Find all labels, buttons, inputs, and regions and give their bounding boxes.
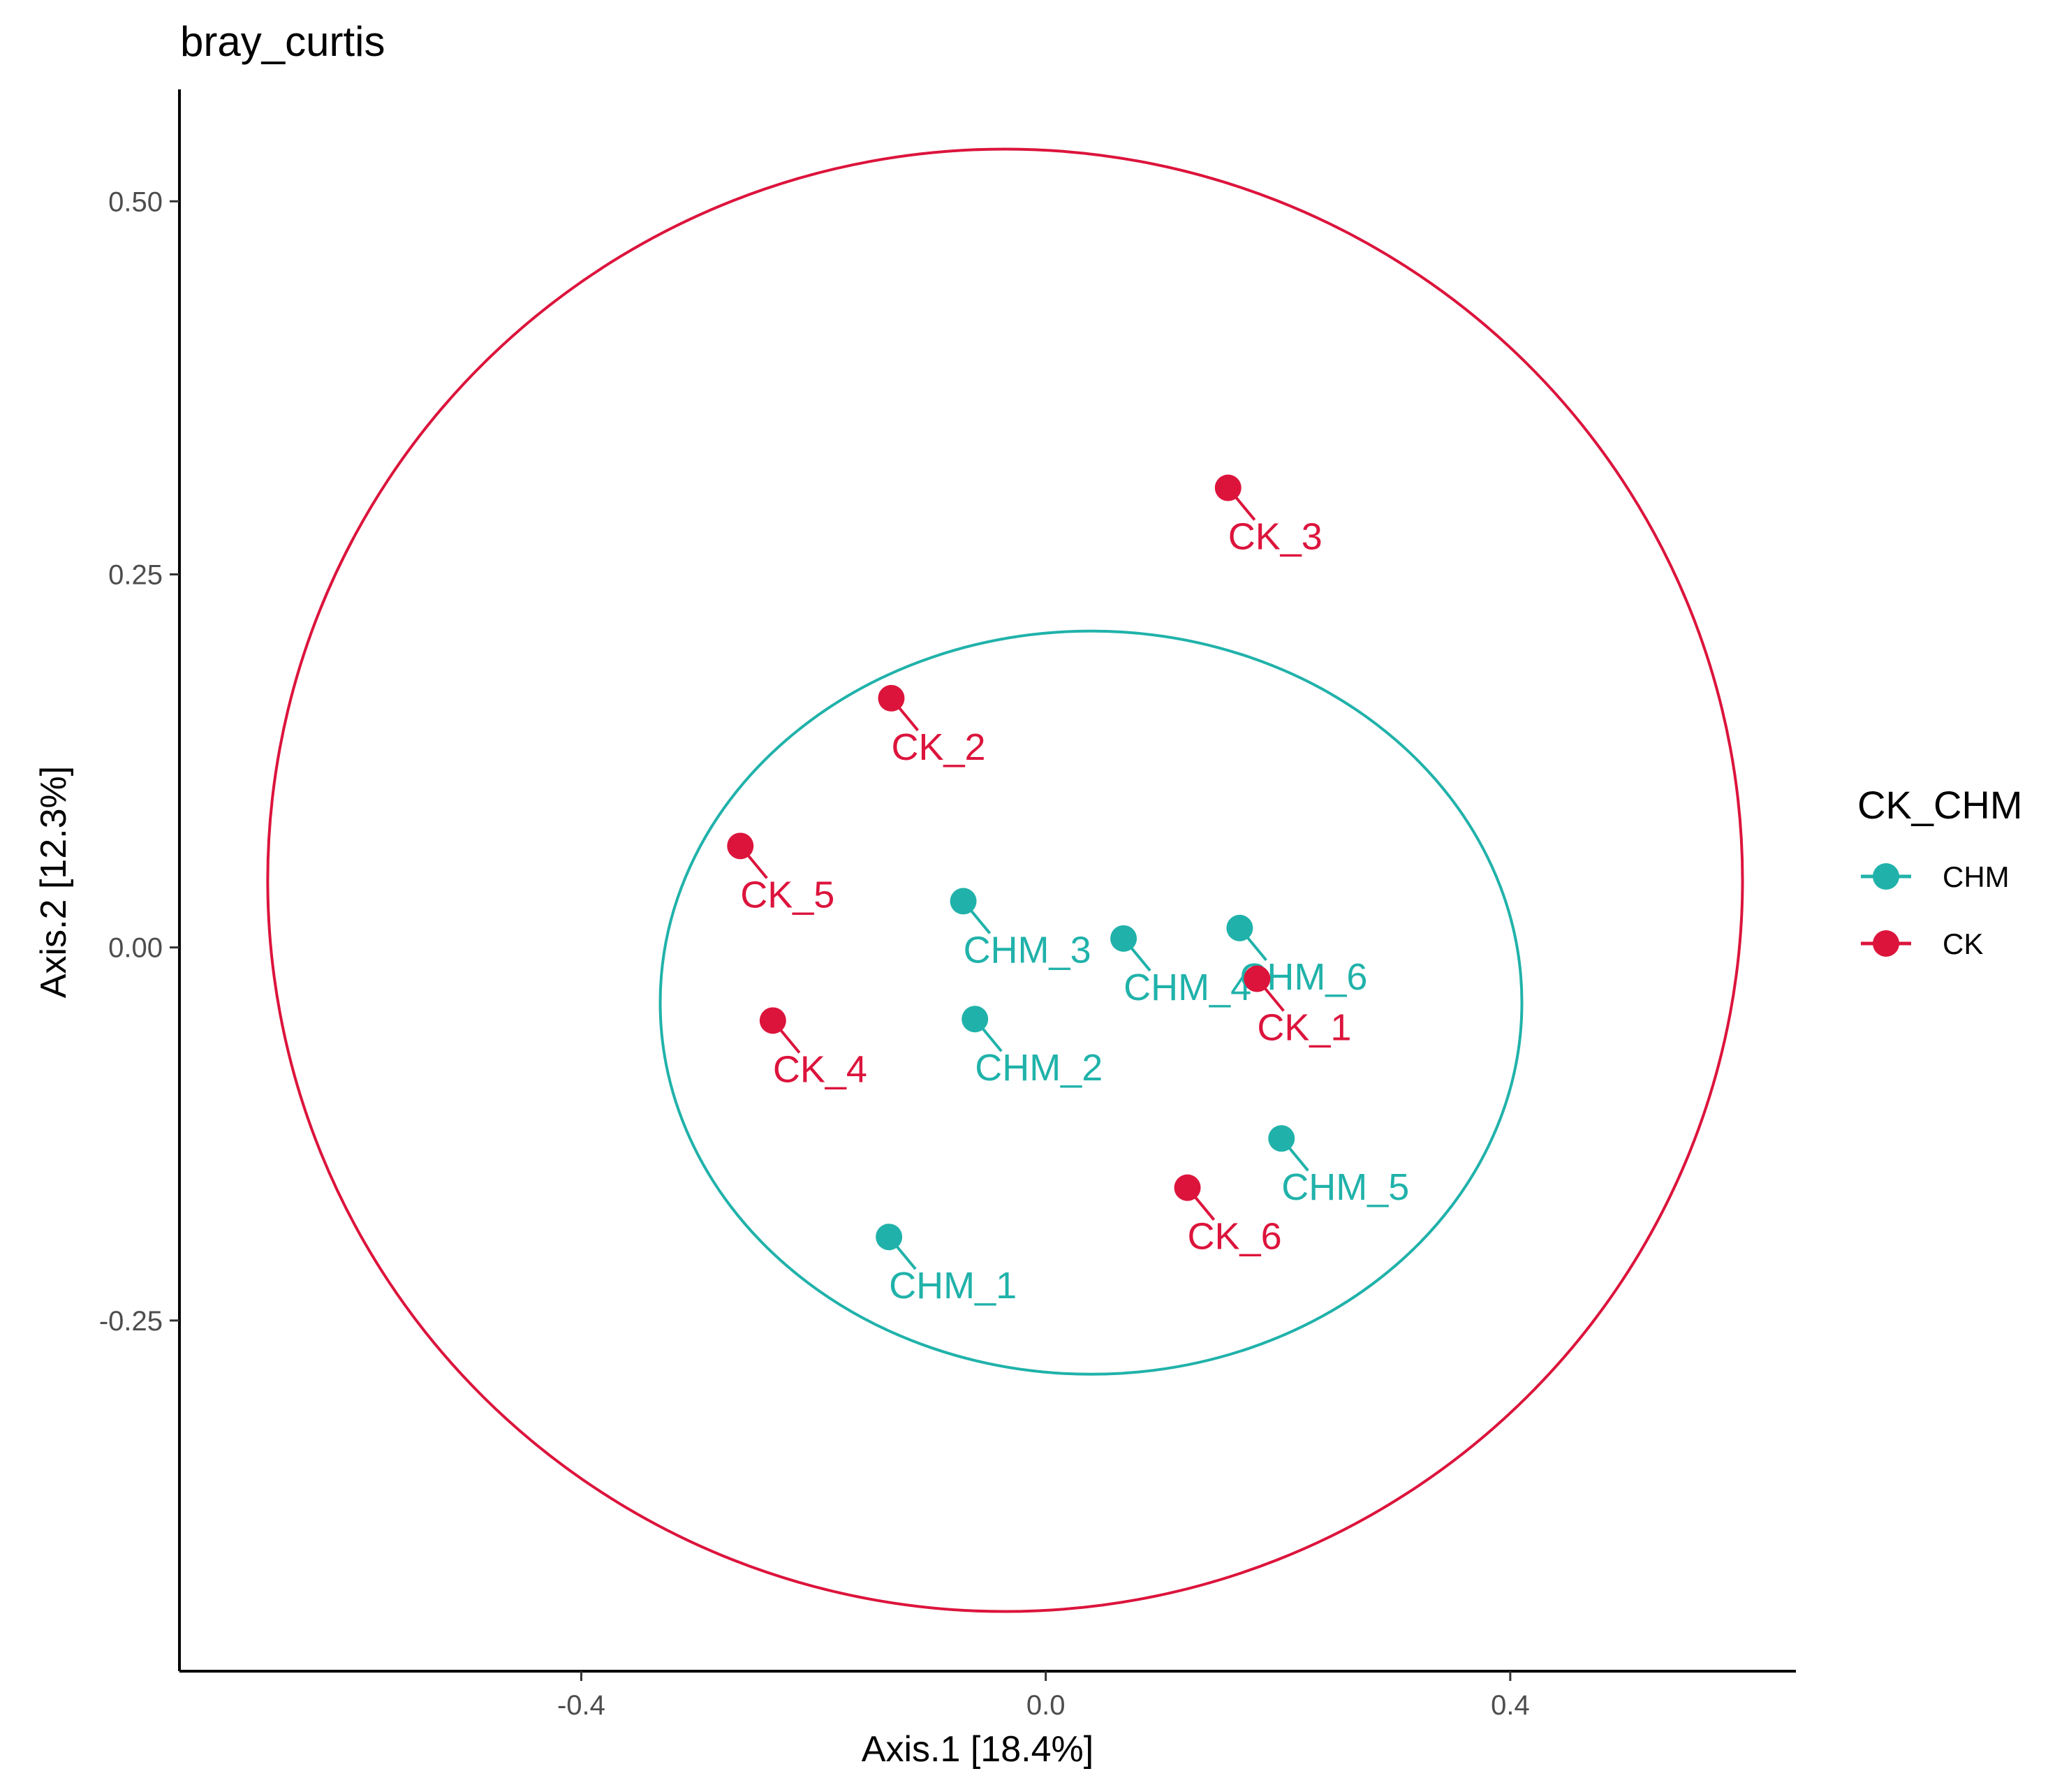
chart-title: bray_curtis	[180, 18, 385, 65]
point-marker	[1244, 965, 1271, 992]
point-ck-6: CK_6	[1174, 1174, 1282, 1258]
point-label: CK_4	[773, 1048, 867, 1090]
y-axis-title: Axis.2 [12.3%]	[34, 766, 74, 998]
point-ck-4: CK_4	[759, 1007, 867, 1090]
point-marker	[727, 832, 754, 860]
x-axis-title: Axis.1 [18.4%]	[862, 1729, 1093, 1770]
point-marker	[876, 1224, 903, 1251]
point-marker	[759, 1007, 786, 1034]
legend-title: CK_CHM	[1857, 783, 2022, 827]
ellipse-ck	[266, 147, 1744, 1613]
point-chm-3: CHM_3	[950, 888, 1091, 971]
legend-label: CK	[1943, 927, 1983, 960]
y-tick-label: 0.50	[108, 186, 163, 217]
confidence-ellipses	[266, 147, 1744, 1613]
point-label: CHM_3	[964, 929, 1091, 971]
point-chm-2: CHM_2	[962, 1006, 1103, 1089]
y-tick-label: -0.25	[99, 1306, 163, 1337]
point-marker	[878, 684, 905, 712]
point-ck-1: CK_1	[1244, 965, 1351, 1049]
point-label: CK_1	[1257, 1007, 1351, 1049]
legend-entries: CHM CK	[1861, 860, 2010, 960]
y-tick-label: 0.25	[108, 559, 163, 590]
point-chm-1: CHM_1	[876, 1224, 1017, 1307]
point-chm-5: CHM_5	[1268, 1125, 1409, 1208]
x-tick-label: 0.0	[1026, 1690, 1066, 1721]
point-chm-4: CHM_4	[1110, 925, 1251, 1008]
point-marker	[1214, 474, 1242, 501]
point-marker	[1110, 925, 1137, 952]
legend-key-marker	[1873, 930, 1899, 957]
point-ck-2: CK_2	[878, 684, 986, 768]
point-ck-5: CK_5	[727, 832, 834, 916]
legend-label: CHM	[1943, 860, 2010, 893]
point-label: CHM_5	[1281, 1166, 1409, 1208]
axes: -0.4 0.0 0.4 -0.25 0.00 0.25 0.50	[99, 89, 1796, 1721]
point-label: CK_5	[740, 874, 834, 916]
y-tick-label: 0.00	[108, 933, 163, 964]
point-marker	[1174, 1174, 1201, 1201]
legend-entry-chm: CHM	[1861, 860, 2010, 893]
x-tick-label: -0.4	[557, 1690, 605, 1721]
point-marker	[1226, 914, 1253, 941]
x-tick-label: 0.4	[1491, 1690, 1530, 1721]
point-label: CHM_2	[975, 1047, 1103, 1089]
point-label: CK_6	[1188, 1216, 1282, 1258]
point-marker	[1268, 1125, 1295, 1152]
y-ticks: -0.25 0.00 0.25 0.50	[99, 186, 179, 1337]
legend-key-marker	[1873, 863, 1899, 890]
ellipse-chm	[658, 629, 1524, 1376]
point-marker	[962, 1006, 989, 1033]
point-label: CHM_1	[889, 1265, 1017, 1307]
point-label: CK_2	[891, 726, 985, 768]
point-ck-3: CK_3	[1214, 474, 1323, 558]
point-label: CHM_4	[1124, 967, 1251, 1008]
legend: CK_CHM CHM CK	[1857, 783, 2022, 960]
x-ticks: -0.4 0.0 0.4	[557, 1671, 1530, 1721]
legend-entry-ck: CK	[1861, 927, 1983, 960]
point-marker	[950, 888, 977, 915]
point-label: CK_3	[1228, 516, 1323, 558]
data-points: CHM_1CHM_2CHM_3CHM_4CHM_5CHM_6CK_1CK_2CK…	[727, 474, 1409, 1307]
